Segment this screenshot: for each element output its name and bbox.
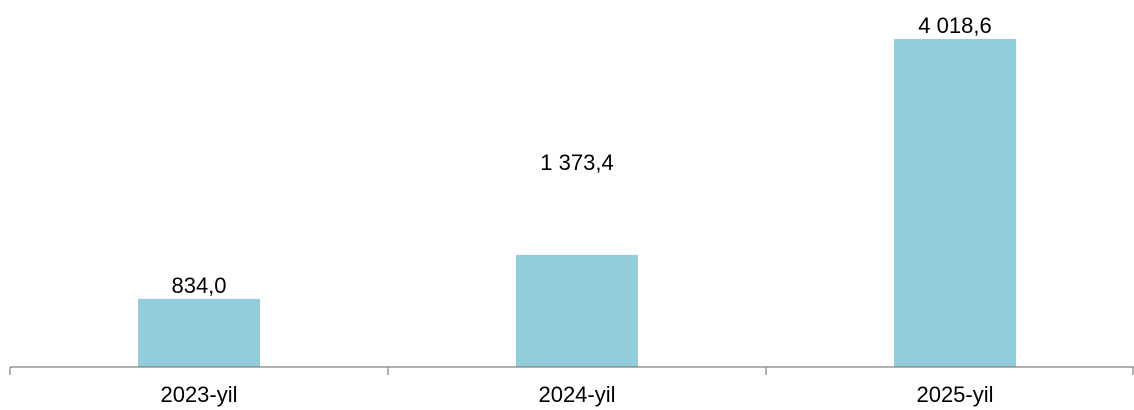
x-axis: 2023-yil 2024-yil 2025-yil (9, 366, 1134, 407)
x-tick-label-2023-yil: 2023-yil (160, 382, 237, 407)
bar-2025-yil (894, 39, 1016, 367)
data-label-2025-yil: 4 018,6 (918, 13, 991, 38)
x-tick-label-2024-yil: 2024-yil (538, 382, 615, 407)
x-tick-label-2025-yil: 2025-yil (916, 382, 993, 407)
bars-layer (138, 39, 1016, 367)
data-labels-layer: 834,0 1 373,4 4 018,6 (171, 13, 991, 298)
data-label-2023-yil: 834,0 (171, 273, 226, 298)
bar-2024-yil (516, 254, 638, 367)
bar-2023-yil (138, 298, 260, 367)
data-label-2024-yil: 1 373,4 (540, 150, 613, 175)
